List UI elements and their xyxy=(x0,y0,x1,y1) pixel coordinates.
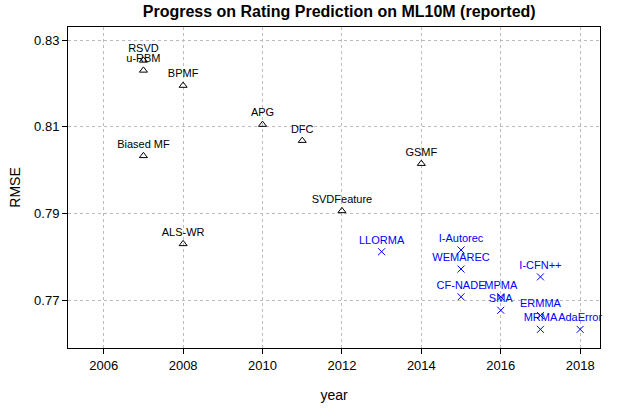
svg-text:MRMA: MRMA xyxy=(524,311,558,323)
svg-text:0.79: 0.79 xyxy=(34,206,59,221)
svg-text:year: year xyxy=(320,387,348,403)
svg-text:Biased MF: Biased MF xyxy=(117,138,170,150)
svg-text:WEMAREC: WEMAREC xyxy=(432,251,490,263)
svg-text:ALS-WR: ALS-WR xyxy=(162,226,205,238)
svg-text:RSVD: RSVD xyxy=(128,42,159,54)
svg-text:2018: 2018 xyxy=(566,358,595,373)
svg-text:0.83: 0.83 xyxy=(34,33,59,48)
svg-text:APG: APG xyxy=(251,106,274,118)
svg-text:Progress on Rating Prediction: Progress on Rating Prediction on ML10M (… xyxy=(143,3,536,20)
svg-text:I-CFN++: I-CFN++ xyxy=(519,259,561,271)
svg-text:GSMF: GSMF xyxy=(405,146,437,158)
svg-text:SMA: SMA xyxy=(489,292,514,304)
svg-text:2014: 2014 xyxy=(407,358,436,373)
svg-text:RMSE: RMSE xyxy=(7,167,23,207)
svg-text:ERMMA: ERMMA xyxy=(520,297,562,309)
svg-text:0.81: 0.81 xyxy=(34,119,59,134)
svg-text:CF-NADE: CF-NADE xyxy=(437,279,486,291)
svg-text:2006: 2006 xyxy=(89,358,118,373)
svg-text:0.77: 0.77 xyxy=(34,293,59,308)
svg-text:AdaError: AdaError xyxy=(558,311,602,323)
svg-text:2016: 2016 xyxy=(486,358,515,373)
svg-text:2012: 2012 xyxy=(327,358,356,373)
svg-text:2008: 2008 xyxy=(169,358,198,373)
svg-text:2010: 2010 xyxy=(248,358,277,373)
svg-text:I-Autorec: I-Autorec xyxy=(439,232,484,244)
svg-text:DFC: DFC xyxy=(291,123,314,135)
svg-text:MPMA: MPMA xyxy=(484,279,518,291)
svg-text:BPMF: BPMF xyxy=(168,67,199,79)
svg-text:SVDFeature: SVDFeature xyxy=(312,193,373,205)
svg-text:LLORMA: LLORMA xyxy=(359,234,405,246)
svg-text:u-RBM: u-RBM xyxy=(126,52,160,64)
